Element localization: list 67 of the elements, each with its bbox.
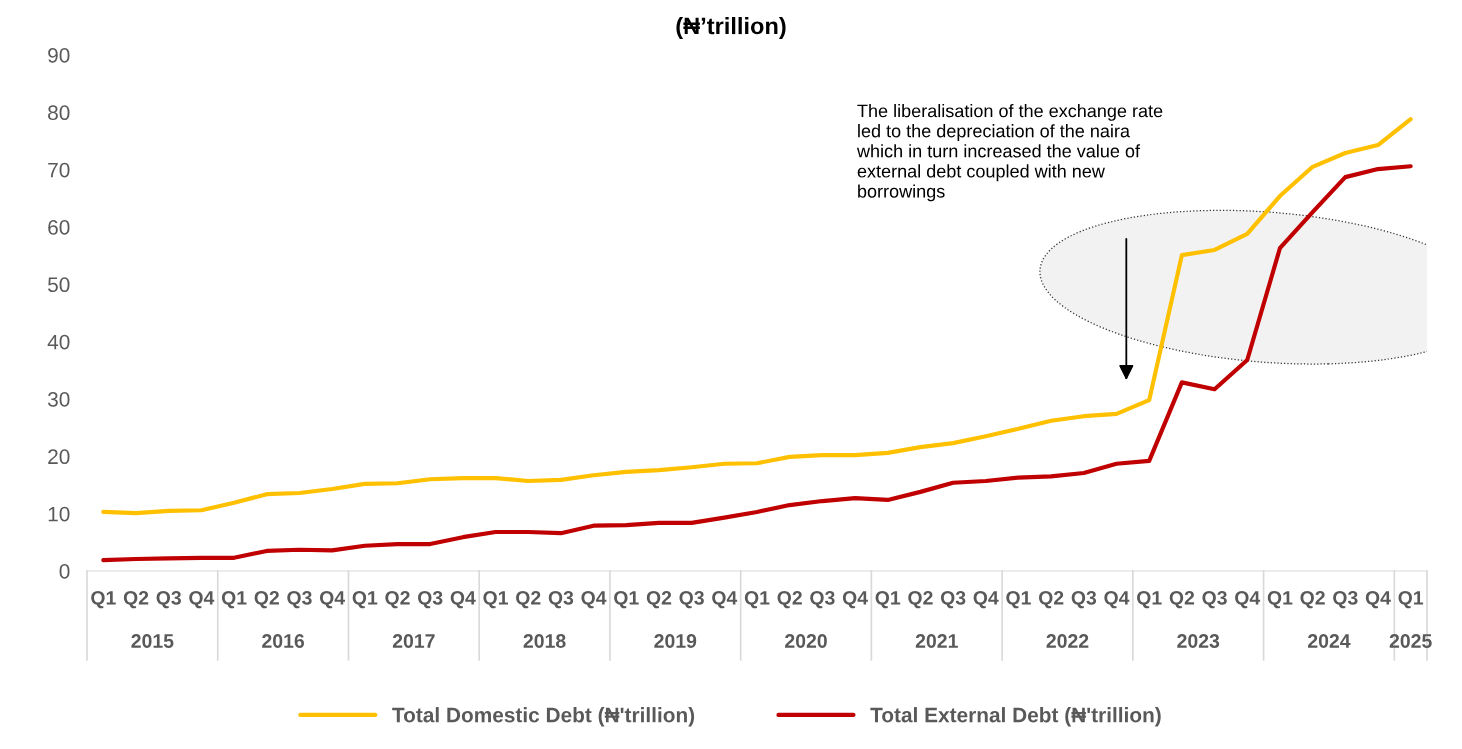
x-tick-label: Q3 [156,590,181,609]
x-tick-label: Q4 [973,590,999,609]
x-tick-label: Q3 [810,590,835,609]
y-tick-label: 30 [47,392,70,407]
x-tick-label: Q2 [1038,590,1064,609]
y-tick-label: 90 [48,48,70,63]
text: 2023 [1177,634,1220,648]
x-tick-label: Q2 [777,590,802,609]
text: 2018 [523,634,566,648]
x-tick-label: Q1 [352,590,378,609]
chart-title: (₦’trillion) [676,17,786,39]
x-tick-label: Q1 [1137,590,1162,609]
x-tick-label: Q1 [1267,590,1293,609]
x-tick-label: Q3 [1333,590,1358,609]
y-tick-label: 80 [48,105,70,121]
x-tick-label: Q2 [1169,590,1195,609]
x-tick-label: Q4 [1104,590,1130,609]
x-tick-label: Q1 [1398,590,1424,609]
x-tick-label: Q3 [1071,590,1097,609]
x-tick-label: Q2 [1300,590,1325,609]
x-tick-label: Q1 [91,590,116,609]
x-tick-label: Q1 [744,590,770,609]
legend-label: Total Domestic Debt (₦'trillion) [392,707,695,727]
x-tick-label: Q1 [483,590,508,609]
y-tick-label: 50 [48,277,70,293]
text: 2022 [1046,634,1089,648]
x-tick-label: Q2 [254,590,279,609]
y-tick-label: 20 [48,449,70,465]
x-tick-label: Q3 [679,590,704,609]
text: 2024 [1308,634,1351,648]
text: 2016 [262,634,305,648]
x-tick-label: Q1 [221,590,247,609]
annotation: The liberalisation of the exchange rate led to the depreciation of the naira which in turn increased the value of external debt coupled with new borrowings [856,104,1163,202]
x-tick-label: Q4 [1235,590,1261,609]
x-tick-label: Q2 [516,590,541,609]
x-tick-label: Q3 [418,590,443,609]
legend-label: Total External Debt (₦'trillion) [870,707,1161,727]
y-tick-label: 10 [48,506,70,522]
y-tick-label: 70 [48,162,70,178]
x-tick-label: Q4 [581,590,607,609]
x-tick-label: Q3 [940,590,966,609]
text: 2020 [785,634,827,648]
x-tick-label: Q1 [614,590,639,609]
x-tick-label: Q1 [1006,590,1031,609]
x-tick-label: Q2 [646,590,672,609]
text: 2015 [131,634,174,648]
x-tick-label: Q2 [385,590,410,609]
text: 2021 [915,634,958,648]
x-tick-label: Q4 [1365,590,1391,609]
x-tick-label: Q4 [842,590,868,609]
text: 2019 [654,634,697,648]
x-tick-label: Q1 [875,590,901,609]
y-tick-label: 60 [48,220,70,235]
x-tick-label: Q3 [548,590,574,609]
x-tick-label: Q4 [189,590,215,609]
x-tick-label: Q4 [450,590,476,609]
x-tick-label: Q2 [123,590,149,609]
line-series [101,164,1413,563]
y-tick-label: 40 [47,334,70,350]
text: 2017 [392,634,435,648]
x-tick-label: Q3 [287,590,312,609]
x-tick-label: Q2 [908,590,933,609]
x-tick-label: Q4 [712,590,738,609]
text: 2025 [1389,634,1432,648]
x-tick-label: Q4 [319,590,345,609]
x-tick-label: Q3 [1202,590,1227,609]
y-tick-label: 0 [59,564,70,579]
